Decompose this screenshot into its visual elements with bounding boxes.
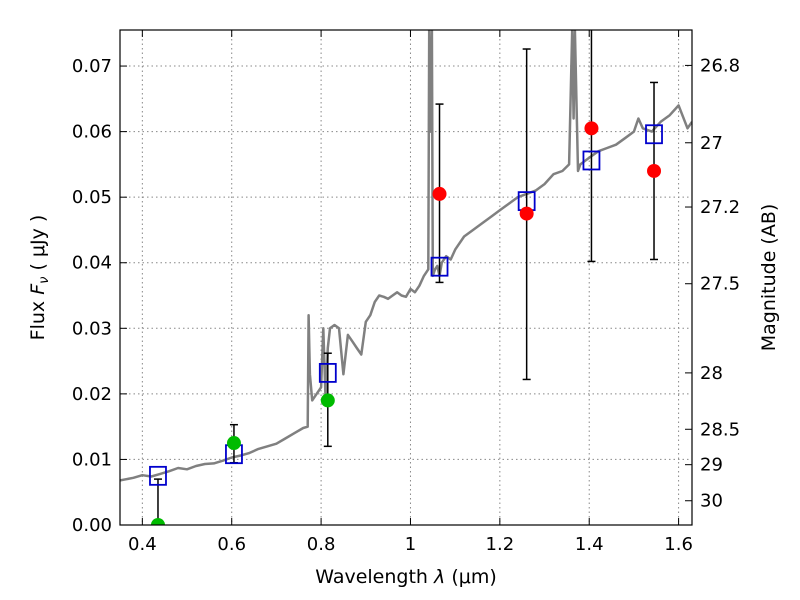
y-tick-label: 0.03 xyxy=(72,318,112,339)
y2-tick-label: 26.8 xyxy=(700,55,740,76)
x-tick-label: 1 xyxy=(405,534,416,555)
plot-area xyxy=(120,30,692,525)
axis-ticks: 0.4 0.6 0.8 1 1.2 1.4 1.6 0.00 0.01 0.02 0.03 0.04 0… xyxy=(72,30,740,555)
y2-tick-label: 27 xyxy=(700,133,723,154)
y2-tick-label: 28.5 xyxy=(700,419,740,440)
measured-point-red xyxy=(647,163,662,178)
y-tick-label: 0.00 xyxy=(72,515,112,536)
y-axis-label: Flux Fν ( μJy ) xyxy=(27,215,53,341)
y-tick-label: 0.06 xyxy=(72,122,112,143)
x-tick-label: 0.4 xyxy=(128,534,157,555)
y2-tick-label: 30 xyxy=(700,491,723,512)
y-tick-label: 0.07 xyxy=(72,56,112,77)
measured-point-red xyxy=(584,121,599,136)
y2-tick-label: 27.2 xyxy=(700,197,740,218)
measured-point-red xyxy=(432,186,447,201)
y-axis-label-unit: ( μJy ) xyxy=(27,215,49,271)
grid xyxy=(120,30,692,526)
model-flux-box xyxy=(149,465,167,486)
measured-point-green xyxy=(226,436,241,451)
y2-tick-label: 29 xyxy=(700,455,723,476)
y-tick-label: 0.04 xyxy=(72,253,112,274)
y2-tick-label: 28 xyxy=(700,363,723,384)
y-tick-label: 0.01 xyxy=(72,449,112,470)
y-axis-label-subscript: ν xyxy=(37,277,52,284)
spectrum-line xyxy=(120,30,692,482)
y-tick-label: 0.05 xyxy=(72,187,112,208)
measured-point-green xyxy=(320,393,335,408)
x-tick-label: 1.6 xyxy=(664,534,693,555)
x-axis-label-symbol: λ xyxy=(433,566,445,588)
measured-point-red xyxy=(519,206,534,221)
x-axis-label: Wavelength λ (μm) xyxy=(315,566,496,588)
x-tick-label: 0.8 xyxy=(307,534,336,555)
model-flux-box xyxy=(318,362,337,383)
y-axis-label-text: Flux xyxy=(27,301,49,341)
y-axis-label-symbol: F xyxy=(27,283,49,295)
model-flux-box xyxy=(582,150,601,171)
plot-frame xyxy=(119,29,693,526)
model-flux-box xyxy=(430,256,449,277)
x-tick-label: 0.6 xyxy=(217,534,246,555)
x-axis-label-unit: (μm) xyxy=(451,566,496,588)
y2-axis-label: Magnitude (AB) xyxy=(758,204,780,352)
x-tick-label: 1.4 xyxy=(575,534,604,555)
x-tick-label: 1.2 xyxy=(486,534,515,555)
y-tick-label: 0.02 xyxy=(72,384,112,405)
model-flux-box xyxy=(645,124,663,145)
y2-tick-label: 27.5 xyxy=(700,274,740,295)
measured-point-green xyxy=(150,518,165,525)
x-axis-label-text: Wavelength xyxy=(315,566,428,588)
